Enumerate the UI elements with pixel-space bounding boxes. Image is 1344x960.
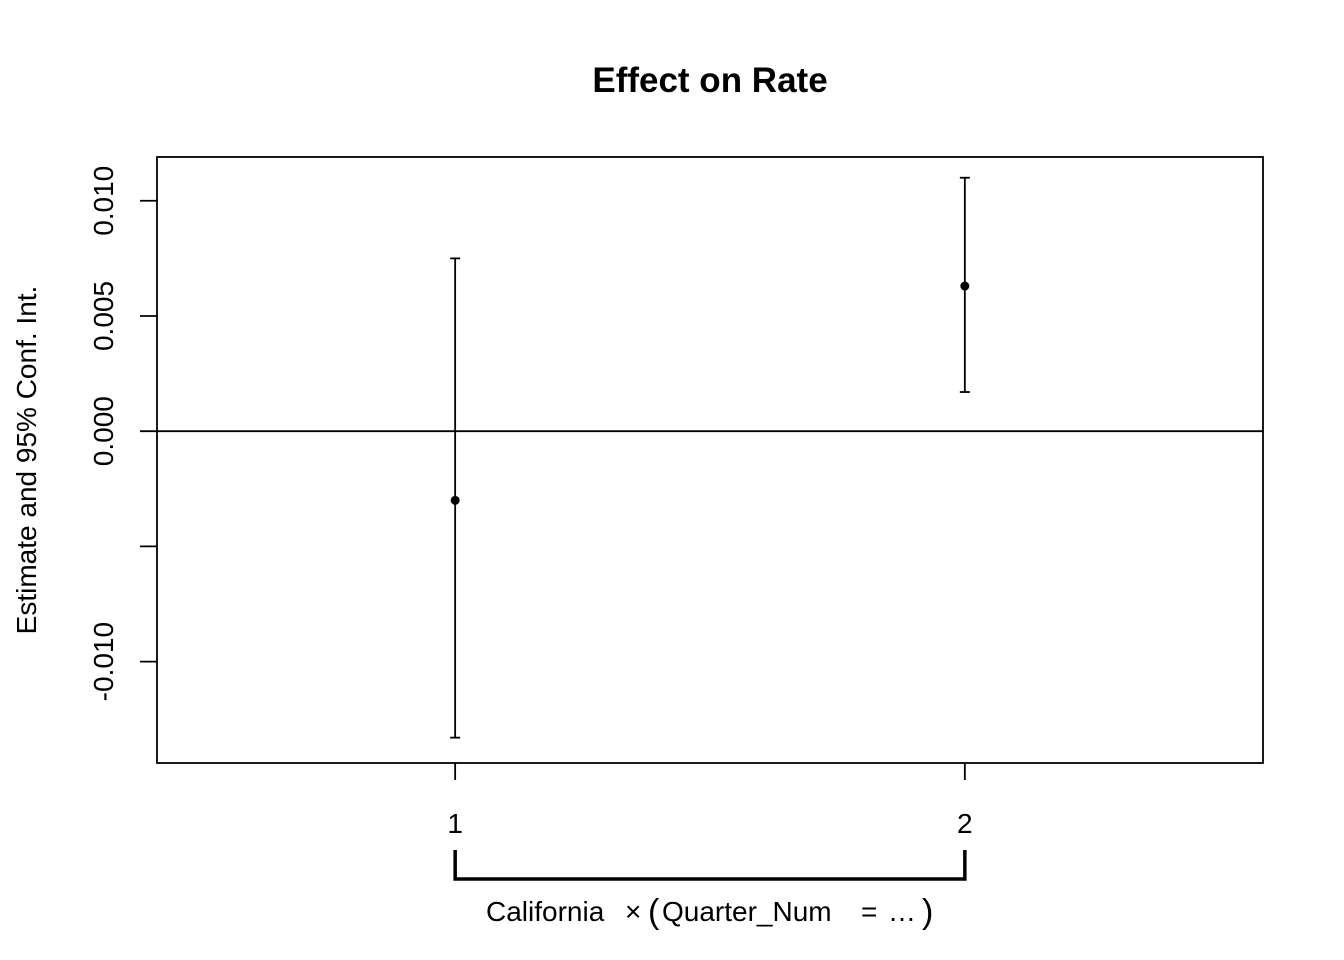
- x-label-open-paren: (: [648, 893, 660, 931]
- x-label-group: California: [486, 896, 605, 927]
- x-label-ellipsis: …: [888, 896, 916, 927]
- y-tick-label: 0.000: [88, 396, 119, 466]
- y-axis: -0.010 0.000 0.005 0.010: [88, 166, 157, 701]
- x-label-close-paren: ): [922, 893, 933, 931]
- estimate-point: [450, 495, 460, 505]
- x-group-bracket: [453, 850, 967, 881]
- y-tick-label: 0.010: [88, 166, 119, 236]
- y-axis-label: Estimate and 95% Conf. Int.: [11, 286, 42, 635]
- x-tick-label: 2: [957, 808, 973, 839]
- y-tick-label: -0.010: [88, 622, 119, 701]
- x-label-times: ×: [625, 896, 641, 927]
- x-label-variable: Quarter_Num: [662, 896, 832, 927]
- y-tick-label: 0.005: [88, 281, 119, 351]
- x-axis-label: California × ( Quarter_Num = … ): [486, 893, 933, 931]
- estimate-point: [960, 281, 970, 291]
- chart-title: Effect on Rate: [592, 61, 827, 100]
- plot-frame: [156, 156, 1264, 764]
- x-label-equals: =: [861, 896, 877, 927]
- x-tick-label: 1: [447, 808, 463, 839]
- estimate-series: [450, 176, 970, 739]
